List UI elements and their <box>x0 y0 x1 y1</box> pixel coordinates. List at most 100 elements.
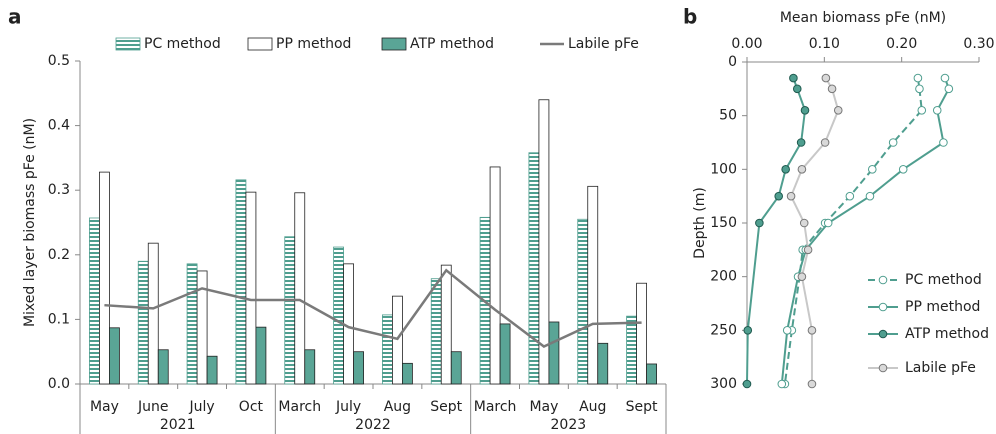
marker <box>932 106 942 115</box>
marker <box>823 218 833 228</box>
bar <box>109 327 120 385</box>
bar <box>353 351 364 385</box>
bar <box>235 179 247 385</box>
legend-swatch <box>381 37 407 51</box>
bar <box>245 191 257 385</box>
profile-line <box>746 77 807 385</box>
marker <box>792 84 802 94</box>
y-tick-label: 300 <box>710 376 737 392</box>
marker <box>807 326 817 335</box>
bar <box>284 236 296 385</box>
marker <box>845 191 855 201</box>
bar <box>489 166 501 385</box>
y-tick-label: 0.0 <box>48 376 70 392</box>
profile-line <box>789 77 840 384</box>
marker <box>796 138 806 147</box>
marker <box>821 73 831 83</box>
marker <box>944 84 954 94</box>
x-tick-label: Sept <box>626 399 658 415</box>
bar <box>206 355 218 385</box>
bar <box>196 270 208 385</box>
marker <box>820 138 830 147</box>
marker <box>940 73 950 83</box>
bar <box>646 363 657 385</box>
bar <box>440 264 452 385</box>
legend-label: PP method <box>905 299 980 315</box>
y-tick-label: 50 <box>719 108 737 124</box>
marker <box>789 73 798 83</box>
marker <box>833 106 843 115</box>
marker <box>867 165 877 174</box>
bar <box>333 246 344 385</box>
bar <box>636 282 647 385</box>
x-tick-label: Sept <box>430 399 462 415</box>
bar <box>597 342 609 385</box>
legend-marker <box>878 275 888 285</box>
x-axis-title: Mean biomass pFe (nM) <box>780 10 946 26</box>
bar <box>450 351 462 385</box>
marker <box>800 106 810 115</box>
bar <box>304 349 316 385</box>
panel-label: b <box>683 5 697 29</box>
x-tick-label: 0.10 <box>809 36 840 52</box>
y-axis-title: Depth (m) <box>692 187 708 259</box>
marker <box>782 326 792 335</box>
marker <box>742 379 752 389</box>
marker <box>939 138 948 147</box>
bar <box>528 152 540 385</box>
bar <box>382 314 393 385</box>
x-tick-label: June <box>137 399 169 415</box>
marker <box>797 165 807 174</box>
bar <box>186 263 198 385</box>
marker <box>827 84 837 94</box>
y-tick-label: 250 <box>710 322 737 338</box>
y-tick-label: 0.3 <box>48 182 70 198</box>
bar <box>626 315 637 385</box>
y-tick-label: 0.1 <box>48 311 70 327</box>
marker <box>888 138 898 147</box>
x-tick-label: March <box>474 399 517 415</box>
marker <box>865 191 875 201</box>
panel-label: a <box>8 5 22 29</box>
legend-label: Labile pFe <box>905 360 976 376</box>
x-group-label: 2023 <box>551 417 587 433</box>
y-tick-label: 0 <box>728 54 737 70</box>
bar <box>99 171 110 385</box>
bar <box>430 278 442 385</box>
y-tick-label: 0.5 <box>48 53 70 69</box>
y-tick-label: 0.4 <box>48 118 70 134</box>
marker <box>915 84 924 94</box>
legend-swatch <box>115 37 141 51</box>
marker <box>743 326 753 335</box>
legend-swatch <box>247 37 273 51</box>
marker <box>777 379 787 389</box>
x-tick-label: Aug <box>384 399 411 415</box>
bar <box>587 185 599 385</box>
marker <box>774 191 784 201</box>
y-axis-title: Mixed layer biomass pFe (nM) <box>22 118 38 327</box>
legend-marker <box>878 329 888 339</box>
legend-label: PC method <box>144 36 221 52</box>
legend-label: ATP method <box>905 326 989 342</box>
marker <box>799 218 809 228</box>
marker <box>781 165 790 174</box>
y-tick-label: 150 <box>710 215 737 231</box>
marker <box>913 73 923 83</box>
bar <box>157 349 169 385</box>
legend-label: Labile pFe <box>568 36 639 52</box>
legend-label: PC method <box>905 272 982 288</box>
y-tick-label: 200 <box>710 269 737 285</box>
legend-marker <box>878 363 888 373</box>
legend-marker <box>878 302 888 312</box>
marker <box>898 165 908 174</box>
x-tick-label: Aug <box>579 399 606 415</box>
marker <box>917 106 927 115</box>
bar <box>392 295 403 385</box>
x-tick-label: July <box>188 399 214 415</box>
marker <box>807 379 817 389</box>
x-group-label: 2021 <box>160 417 196 433</box>
y-tick-label: 100 <box>710 161 737 177</box>
bar <box>147 242 159 385</box>
